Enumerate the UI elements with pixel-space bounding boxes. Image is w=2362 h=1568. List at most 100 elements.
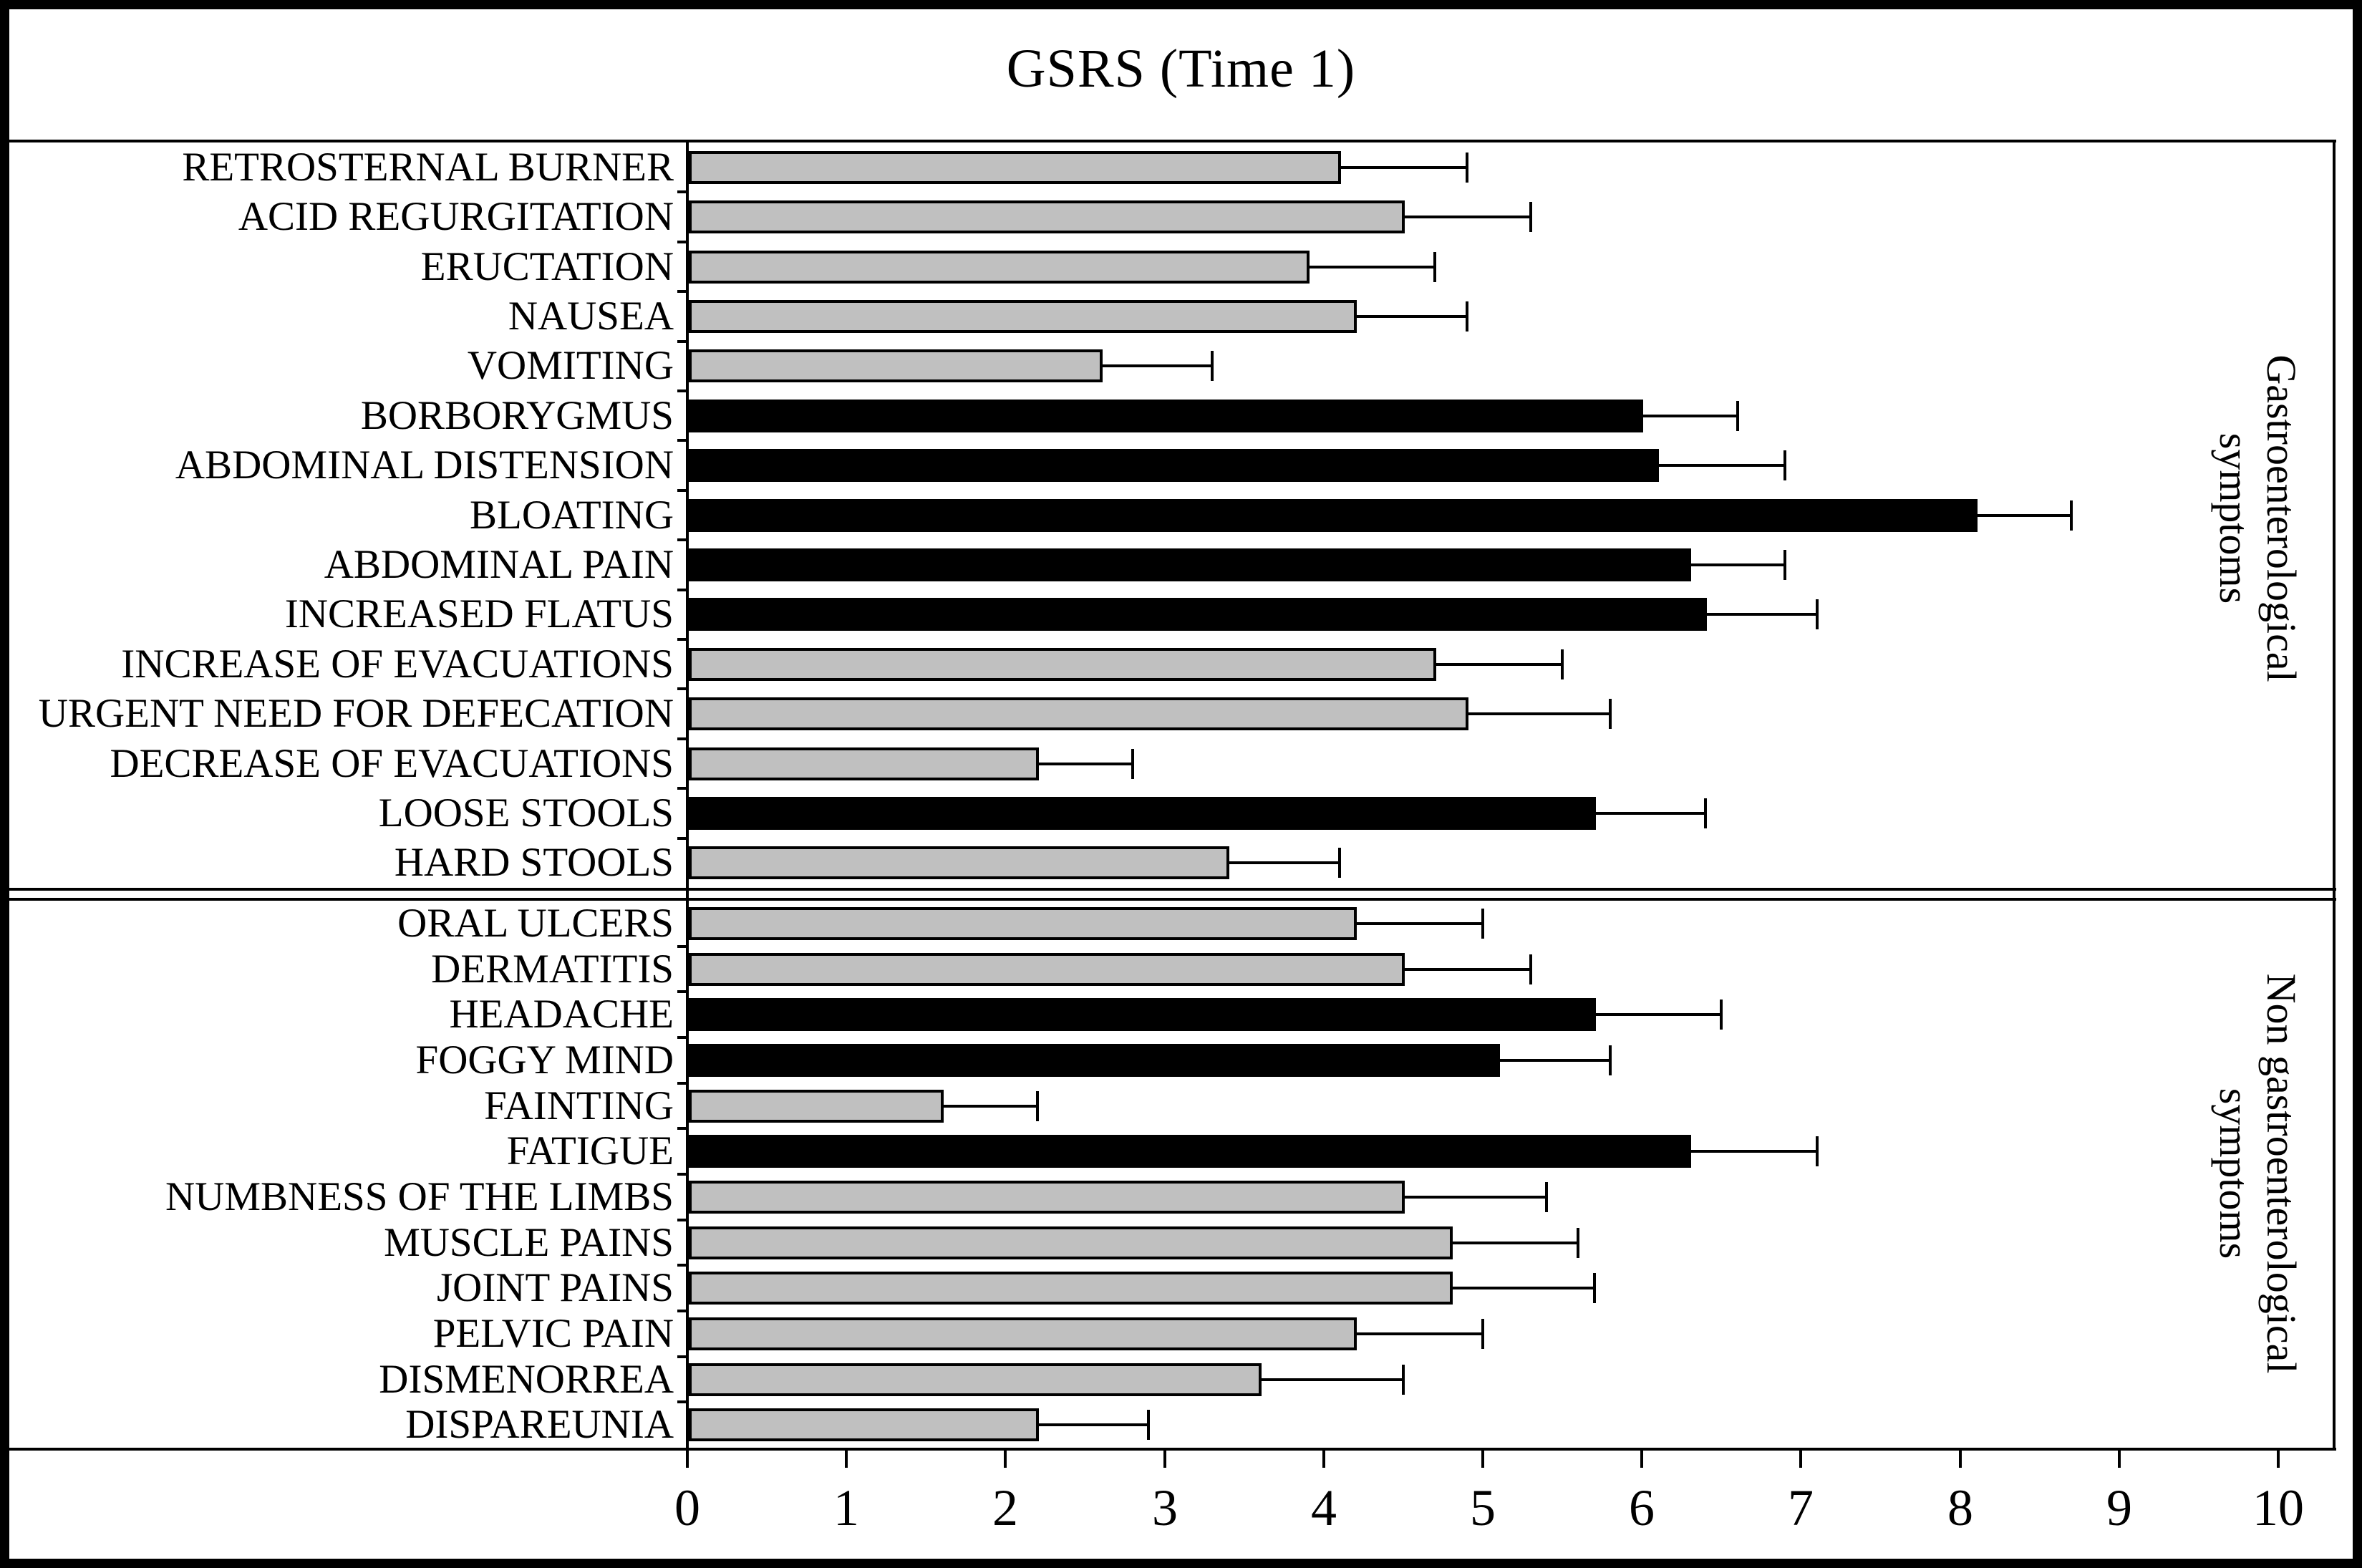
- y-axis-tick: [677, 944, 689, 948]
- y-axis-tick: [677, 638, 689, 641]
- error-bar-cap: [1211, 351, 1214, 382]
- category-label: HEADACHE: [449, 992, 674, 1037]
- category-label: LOOSE STOOLS: [378, 790, 674, 836]
- bar-normal: [689, 1317, 1357, 1350]
- y-axis-tick: [677, 1264, 689, 1267]
- bar-highlighted: [689, 399, 1643, 432]
- error-bar-line: [1039, 1423, 1148, 1427]
- x-axis-tick: [1799, 1451, 1802, 1468]
- bar-normal: [689, 349, 1103, 383]
- category-label: URGENT NEED FOR DEFECATION: [38, 691, 674, 737]
- bar-highlighted: [689, 598, 1707, 631]
- bar-normal: [689, 1089, 944, 1123]
- error-bar-line: [1405, 1195, 1547, 1199]
- error-bar-cap: [1736, 400, 1739, 431]
- category-label: NAUSEA: [508, 293, 674, 339]
- y-axis-tick: [677, 1355, 689, 1358]
- x-axis-tick-label: 9: [2106, 1479, 2132, 1536]
- error-bar-line: [1691, 1150, 1817, 1153]
- error-bar-cap: [1402, 1364, 1405, 1395]
- category-label: HARD STOOLS: [394, 840, 674, 886]
- error-bar-line: [1229, 861, 1340, 865]
- bar-normal: [689, 747, 1039, 780]
- bar-normal: [689, 952, 1405, 986]
- error-bar-line: [1978, 513, 2071, 517]
- section-separator-line-bottom: [9, 898, 2336, 901]
- y-axis-tick: [677, 1127, 689, 1131]
- category-label: FATIGUE: [506, 1128, 674, 1174]
- x-axis-tick: [2277, 1451, 2280, 1468]
- section-label-line: symptoms: [2211, 432, 2257, 604]
- error-bar-line: [1643, 414, 1738, 417]
- error-bar-line: [1500, 1058, 1610, 1062]
- y-axis-line: [686, 140, 689, 1461]
- x-axis-tick-label: 5: [1470, 1479, 1496, 1536]
- bar-normal: [689, 200, 1405, 234]
- error-bar-line: [1039, 762, 1133, 765]
- bar-normal: [689, 1363, 1262, 1396]
- x-axis-tick-label: 10: [2252, 1479, 2304, 1536]
- x-axis-tick-label: 2: [992, 1479, 1018, 1536]
- y-axis-tick: [677, 1036, 689, 1039]
- section-label-line: Gastroenterological: [2258, 354, 2305, 682]
- chart-title: GSRS (Time 1): [1006, 39, 1356, 99]
- category-label: DECREASE OF EVACUATIONS: [110, 740, 674, 786]
- bar-highlighted: [689, 498, 1978, 532]
- bar-normal: [689, 697, 1468, 731]
- error-bar-line: [1357, 1332, 1483, 1335]
- y-axis-tick: [677, 687, 689, 691]
- error-bar-line: [1405, 967, 1531, 971]
- error-bar-cap: [1529, 954, 1532, 984]
- error-bar-line: [1341, 165, 1467, 169]
- error-bar-line: [1436, 662, 1562, 666]
- y-axis-tick: [677, 290, 689, 294]
- error-bar-line: [1357, 314, 1467, 318]
- x-axis-tick: [1163, 1451, 1166, 1468]
- bar-normal: [689, 647, 1436, 681]
- error-bar-cap: [1609, 699, 1612, 730]
- error-bar-cap: [1609, 1045, 1612, 1075]
- category-label: ACID REGURGITATION: [238, 194, 674, 240]
- category-label: FOGGY MIND: [415, 1037, 674, 1083]
- x-axis-tick: [1322, 1451, 1325, 1468]
- category-label: BORBORYGMUS: [360, 392, 674, 438]
- section-separator-line-top: [9, 888, 2336, 891]
- category-label: FAINTING: [484, 1083, 674, 1128]
- y-axis-tick: [677, 240, 689, 243]
- error-bar-cap: [1466, 152, 1468, 183]
- y-axis-tick: [677, 1173, 689, 1176]
- section-label-line: symptoms: [2211, 1088, 2257, 1259]
- bar-highlighted: [689, 449, 1659, 483]
- x-axis-tick: [1640, 1451, 1643, 1468]
- section-label-line: Non gastroenterological: [2258, 973, 2305, 1374]
- y-axis-tick: [677, 737, 689, 740]
- category-label: DERMATITIS: [431, 946, 674, 992]
- category-label: ORAL ULCERS: [397, 900, 674, 946]
- bar-highlighted: [689, 1135, 1691, 1168]
- bar-normal: [689, 846, 1229, 880]
- x-axis-tick: [1959, 1451, 1962, 1468]
- plot-right-border-line: [2333, 140, 2336, 1451]
- error-bar-cap: [1783, 549, 1786, 580]
- category-label: ABDOMINAL DISTENSION: [175, 442, 674, 488]
- error-bar-cap: [1816, 1136, 1819, 1167]
- title-separator-line: [9, 140, 2336, 142]
- category-label: NUMBNESS OF THE LIMBS: [165, 1173, 674, 1219]
- category-label: INCREASE OF EVACUATIONS: [121, 641, 674, 687]
- category-label: VOMITING: [467, 343, 674, 389]
- error-bar-line: [1596, 1013, 1721, 1017]
- error-bar-cap: [1481, 908, 1484, 939]
- error-bar-line: [1707, 613, 1817, 616]
- category-label: JOINT PAINS: [436, 1265, 674, 1311]
- error-bar-line: [1596, 811, 1705, 815]
- bar-normal: [689, 906, 1357, 940]
- category-label: INCREASED FLATUS: [284, 591, 674, 637]
- y-axis-tick: [677, 339, 689, 343]
- x-axis-tick: [2118, 1451, 2121, 1468]
- error-bar-cap: [1816, 599, 1819, 630]
- bar-highlighted: [689, 796, 1596, 830]
- bar-normal: [689, 1180, 1405, 1214]
- x-axis-tick-label: 7: [1788, 1479, 1814, 1536]
- error-bar-cap: [1704, 798, 1707, 828]
